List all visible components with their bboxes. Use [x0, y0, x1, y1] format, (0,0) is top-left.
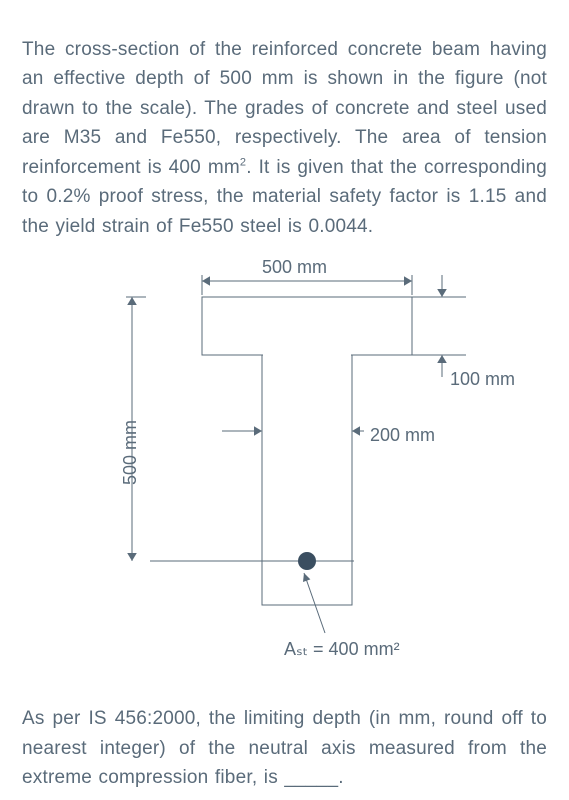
label-web-w: 200 mm	[370, 425, 435, 446]
dim-slab	[412, 275, 466, 377]
beam-figure: 500 mm 100 mm 200 mm 500 mm Aₛₜ = 400 mm…	[22, 255, 547, 685]
beam-svg	[22, 255, 547, 685]
label-ast: Aₛₜ = 400 mm²	[284, 639, 400, 660]
label-slab-h: 100 mm	[450, 369, 515, 390]
dim-web	[222, 426, 364, 436]
flange-rect	[202, 297, 412, 355]
label-top-width: 500 mm	[262, 257, 327, 278]
problem-paragraph-1: The cross-section of the reinforced conc…	[22, 35, 547, 241]
page: The cross-section of the reinforced conc…	[0, 0, 569, 800]
ast-arrow	[303, 573, 325, 633]
problem-paragraph-2: As per IS 456:2000, the limiting depth (…	[22, 704, 547, 792]
rebar-dot	[298, 552, 316, 570]
dim-top	[202, 275, 412, 295]
label-eff-d: 500 mm	[120, 420, 141, 485]
